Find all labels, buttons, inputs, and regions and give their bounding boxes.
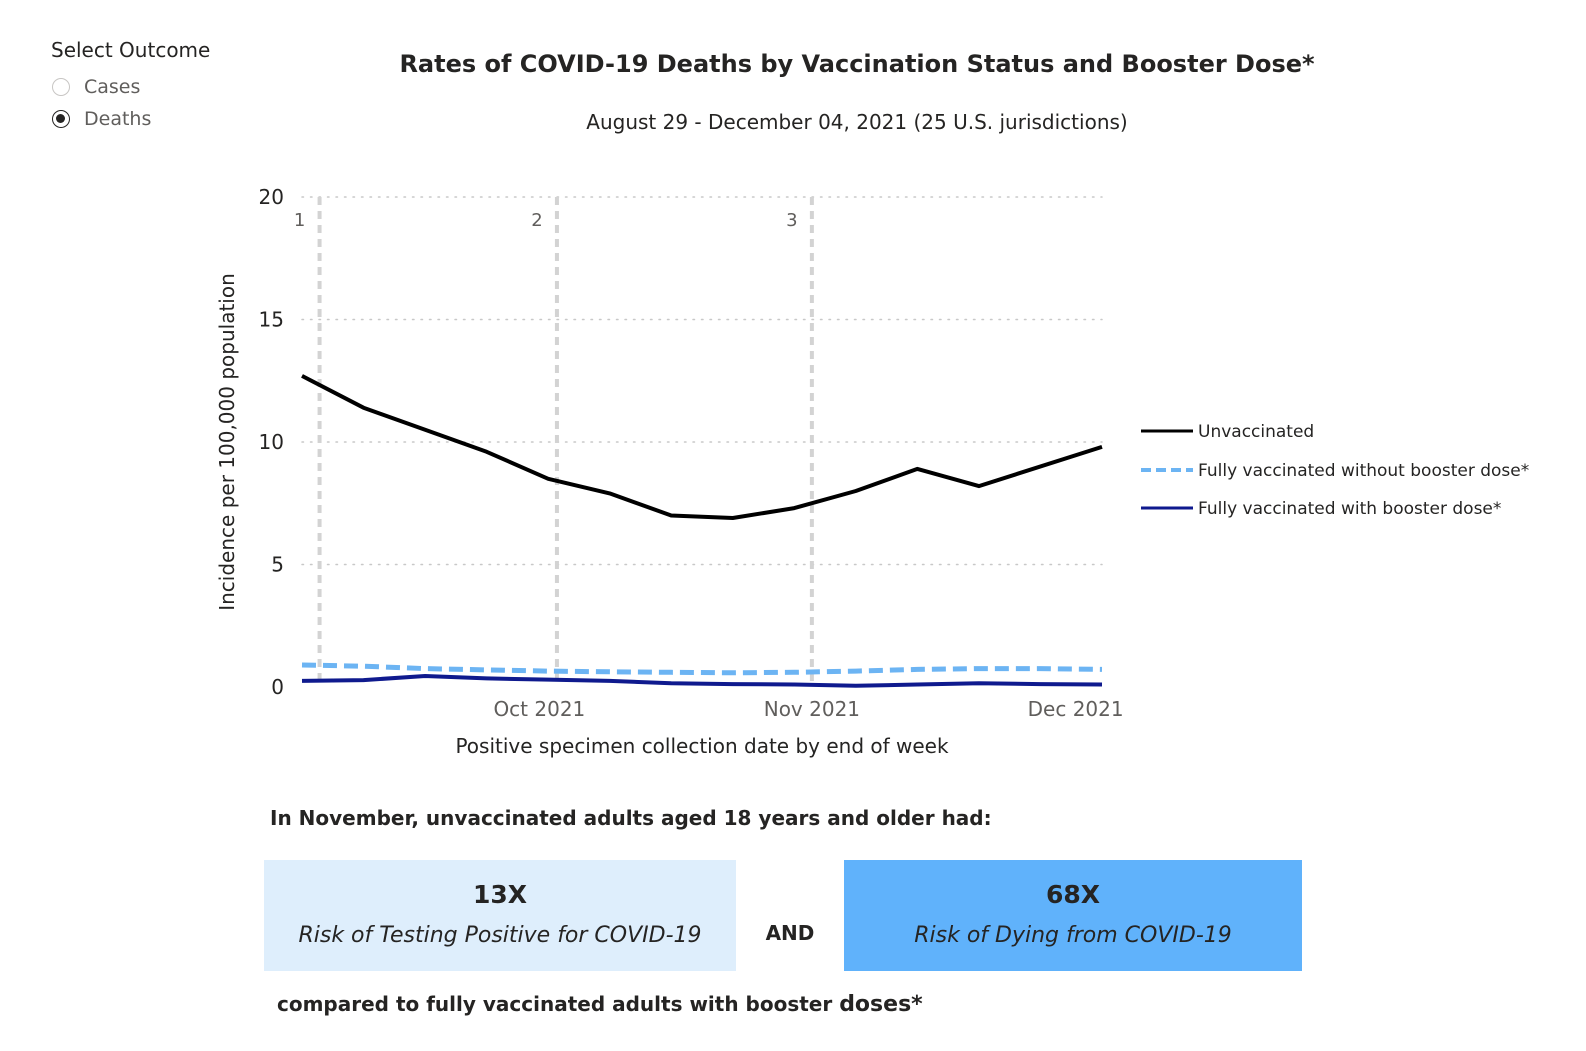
summary-footer-emph: doses*	[839, 992, 923, 1017]
outcome-selector: Select Outcome Cases Deaths	[51, 38, 210, 135]
summary-footer: compared to fully vaccinated adults with…	[277, 992, 923, 1017]
radio-option-cases[interactable]: Cases	[51, 71, 210, 103]
reference-line-label: 2	[531, 210, 542, 231]
y-tick-label: 15	[259, 308, 284, 332]
x-axis-title: Positive specimen collection date by end…	[455, 734, 949, 758]
y-tick-label: 20	[259, 185, 284, 209]
x-tick-label: Oct 2021	[493, 697, 585, 721]
summary-card-deaths: 68X Risk of Dying from COVID-19	[844, 860, 1302, 971]
summary-footer-text: compared to fully vaccinated adults with…	[277, 992, 840, 1016]
radio-unchecked-icon[interactable]	[52, 78, 70, 96]
reference-line-label: 1	[294, 210, 305, 231]
line-chart: 0 5 10 15 20 1 2 3 Oct 2021 Nov 2021 Dec 2021 Posit…	[215, 185, 1529, 758]
x-tick-label: Nov 2021	[764, 697, 860, 721]
series-line-0	[301, 374, 1103, 520]
radio-label-deaths: Deaths	[84, 108, 152, 130]
series-line-1	[301, 662, 1103, 676]
x-tick-label: Dec 2021	[1028, 697, 1124, 721]
radio-label-cases: Cases	[84, 76, 141, 98]
legend-label: Fully vaccinated with booster dose*	[1198, 499, 1501, 519]
deaths-risk-value: 68X	[1045, 880, 1101, 909]
legend-label: Fully vaccinated without booster dose*	[1198, 461, 1529, 481]
y-tick-label: 10	[259, 430, 284, 454]
cases-risk-value: 13X	[472, 880, 528, 909]
summary-heading: In November, unvaccinated adults aged 18…	[270, 806, 992, 830]
radio-option-deaths[interactable]: Deaths	[51, 103, 210, 135]
and-connector: AND	[765, 921, 815, 945]
cases-risk-label: Risk of Testing Positive for COVID-19	[298, 923, 702, 948]
series-line-2	[301, 674, 1103, 688]
y-tick-label: 5	[271, 553, 284, 577]
chart-subtitle: August 29 - December 04, 2021 (25 U.S. j…	[586, 110, 1128, 134]
reference-line-label: 3	[786, 210, 797, 231]
selector-title: Select Outcome	[51, 38, 211, 62]
y-axis-title: Incidence per 100,000 population	[215, 273, 239, 611]
summary-card-cases: 13X Risk of Testing Positive for COVID-1…	[264, 860, 736, 971]
y-tick-label: 0	[271, 675, 284, 699]
chart-title: Rates of COVID-19 Deaths by Vaccination …	[399, 50, 1315, 78]
radio-checked-icon[interactable]	[52, 110, 70, 128]
legend-label: Unvaccinated	[1198, 422, 1314, 442]
deaths-risk-label: Risk of Dying from COVID-19	[914, 923, 1232, 948]
